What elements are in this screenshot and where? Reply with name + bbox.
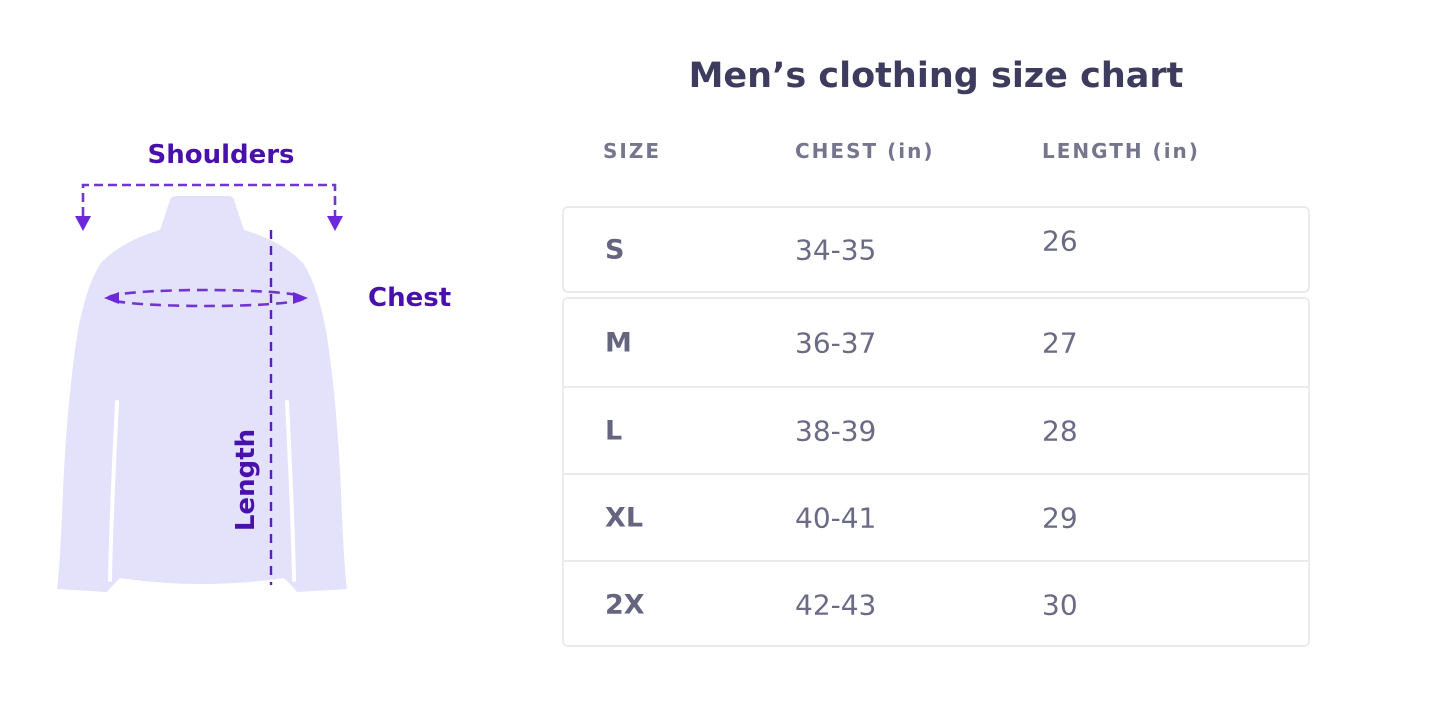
table-row: 2X 42-43 30 bbox=[564, 560, 1308, 647]
shirt-silhouette bbox=[57, 196, 347, 592]
chest-cell: 42-43 bbox=[795, 588, 877, 621]
length-cell: 30 bbox=[1042, 588, 1078, 621]
shirt-diagram-svg bbox=[57, 183, 347, 592]
table-row: S 34-35 26 bbox=[564, 208, 1308, 291]
size-cell: 2X bbox=[605, 589, 645, 620]
length-cell: 26 bbox=[1042, 224, 1078, 257]
length-cell: 27 bbox=[1042, 326, 1078, 359]
chest-right-arrow-icon bbox=[293, 292, 308, 304]
page-title: Men’s clothing size chart bbox=[688, 56, 1184, 96]
shoulders-label: Shoulders bbox=[147, 140, 295, 170]
table-row: XL 40-41 29 bbox=[564, 473, 1308, 560]
size-cell: M bbox=[605, 327, 632, 358]
size-cell: XL bbox=[605, 502, 644, 533]
length-label: Length bbox=[231, 428, 261, 532]
size-cell: L bbox=[605, 415, 623, 446]
shoulders-left-arrow-icon bbox=[75, 216, 91, 231]
right-sleeve-notch bbox=[285, 400, 296, 582]
column-header-length: LENGTH (in) bbox=[1042, 139, 1200, 163]
size-table-row-s-box: S 34-35 26 bbox=[562, 206, 1310, 293]
column-header-size: SIZE bbox=[603, 139, 662, 163]
size-cell: S bbox=[605, 234, 625, 265]
length-cell: 28 bbox=[1042, 414, 1078, 447]
chest-left-arrow-icon bbox=[104, 292, 119, 304]
chest-cell: 34-35 bbox=[795, 233, 877, 266]
size-table-rows-box: M 36-37 27 L 38-39 28 XL 40-41 29 2X 42-… bbox=[562, 297, 1310, 647]
chest-cell: 36-37 bbox=[795, 326, 877, 359]
chest-cell: 38-39 bbox=[795, 414, 877, 447]
left-sleeve-notch bbox=[108, 400, 119, 582]
shirt-measurement-diagram: Shoulders Chest Length bbox=[20, 40, 480, 700]
shoulders-bracket-line bbox=[81, 183, 337, 216]
column-header-chest: CHEST (in) bbox=[795, 139, 935, 163]
chest-label: Chest bbox=[368, 283, 452, 313]
length-cell: 29 bbox=[1042, 501, 1078, 534]
shoulders-right-arrow-icon bbox=[327, 216, 343, 231]
chest-cell: 40-41 bbox=[795, 501, 877, 534]
table-row: L 38-39 28 bbox=[564, 386, 1308, 473]
table-row: M 36-37 27 bbox=[564, 299, 1308, 386]
